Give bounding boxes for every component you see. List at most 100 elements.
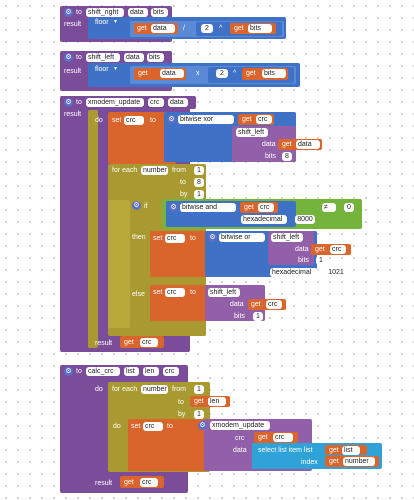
to-label: to	[167, 423, 173, 430]
param-bits[interactable]: bits	[151, 8, 168, 17]
for-each-label: for each	[112, 167, 138, 174]
number-from[interactable]: 1	[194, 166, 204, 175]
bitwise-or-dropdown[interactable]: bitwise or	[219, 233, 265, 242]
for-each-label: for each	[112, 386, 138, 393]
do-label: do	[95, 386, 103, 393]
number-two[interactable]: 2	[201, 24, 213, 33]
bits-arg-label: bits	[298, 257, 309, 264]
power-op[interactable]: ^	[233, 70, 237, 77]
procedure-name-field[interactable]: xmodem_update	[86, 98, 144, 107]
to-label: to	[180, 179, 186, 186]
param-bits[interactable]: bits	[147, 53, 164, 62]
gear-icon[interactable]: ⚙	[64, 367, 73, 376]
bitwise-and-dropdown[interactable]: bitwise and	[180, 203, 236, 212]
if-block[interactable]	[130, 198, 152, 330]
get-label: get	[124, 339, 134, 346]
floor-label: floor	[95, 19, 109, 26]
number-eight[interactable]: 8	[282, 152, 292, 161]
var-data[interactable]: data	[160, 69, 184, 78]
get-label: get	[124, 479, 134, 486]
crc-arg-label: crc	[235, 435, 245, 442]
gear-icon[interactable]: ⚙	[64, 53, 73, 62]
hexadecimal-label: hexadecimal	[241, 215, 287, 224]
param-len[interactable]: len	[143, 367, 159, 376]
number-one[interactable]: 1	[253, 312, 263, 321]
get-label: get	[251, 301, 261, 308]
divide-op[interactable]: /	[183, 25, 185, 32]
procedure-name-field[interactable]: shift_right	[86, 8, 124, 17]
get-label: get	[282, 141, 292, 148]
to-label: to	[76, 99, 82, 106]
chevron-down-icon[interactable]: ▼	[113, 66, 118, 72]
var-data[interactable]: data	[296, 140, 320, 149]
var-bits[interactable]: bits	[262, 69, 286, 78]
param-data[interactable]: data	[168, 98, 188, 107]
var-crc-dropdown[interactable]: crc	[124, 116, 144, 125]
shift-left-call[interactable]: shift_left	[208, 288, 240, 297]
bits-arg-label: bits	[234, 313, 245, 320]
var-number-dropdown[interactable]: number	[141, 385, 168, 394]
gear-icon[interactable]: ⚙	[64, 98, 73, 107]
var-number[interactable]: number	[343, 457, 375, 466]
result-label: result	[95, 340, 113, 347]
number-by[interactable]: 1	[194, 190, 204, 199]
var-bits[interactable]: bits	[248, 24, 272, 33]
var-crc[interactable]: crc	[330, 245, 346, 254]
gear-icon[interactable]: ⚙	[198, 421, 207, 430]
number-two[interactable]: 2	[216, 69, 228, 78]
gear-icon[interactable]: ⚙	[132, 201, 141, 210]
param-data[interactable]: data	[128, 8, 148, 17]
hex-value-1021[interactable]: 1021	[326, 268, 346, 277]
var-crc[interactable]: crc	[266, 300, 282, 309]
var-crc[interactable]: crc	[273, 433, 293, 442]
param-data[interactable]: data	[124, 53, 144, 62]
by-label: by	[178, 411, 186, 418]
bits-arg-label: bits	[265, 153, 276, 160]
chevron-down-icon[interactable]: ▼	[113, 19, 118, 25]
shift-left-call[interactable]: shift_left	[236, 128, 268, 137]
var-list[interactable]: list	[342, 446, 360, 455]
var-crc[interactable]: crc	[256, 115, 272, 124]
select-list-item-label: select list item list	[258, 447, 313, 454]
hexadecimal-label: hexadecimal	[270, 268, 318, 277]
xmodem-update-call[interactable]: xmodem_update	[210, 421, 270, 430]
number-by[interactable]: 1	[194, 410, 204, 419]
var-crc-dropdown[interactable]: crc	[165, 288, 185, 297]
shift-left-call[interactable]: shift_left	[271, 233, 303, 242]
var-number-dropdown[interactable]: number	[141, 166, 168, 175]
from-label: from	[172, 386, 186, 393]
param-crc[interactable]: crc	[163, 367, 179, 376]
number-one[interactable]: 1	[316, 256, 326, 265]
get-label: get	[329, 447, 339, 454]
set-crc-block[interactable]	[128, 419, 210, 471]
hex-value-8000[interactable]: 8000	[295, 215, 315, 224]
var-len[interactable]: len	[208, 397, 226, 406]
set-label: set	[131, 423, 141, 430]
compare-operator[interactable]: ≠	[322, 203, 336, 212]
var-crc-dropdown[interactable]: crc	[165, 234, 185, 243]
get-label: get	[137, 25, 147, 32]
do-block[interactable]	[88, 110, 98, 348]
var-data[interactable]: data	[151, 24, 175, 33]
number-to[interactable]: 8	[194, 178, 204, 187]
gear-icon[interactable]: ⚙	[208, 233, 217, 242]
number-zero[interactable]: 0	[344, 203, 354, 212]
gear-icon[interactable]: ⚙	[167, 115, 176, 124]
power-op[interactable]: ^	[219, 25, 223, 32]
set-label: set	[153, 235, 163, 242]
var-crc-dropdown[interactable]: crc	[143, 422, 163, 431]
set-label: set	[153, 289, 163, 296]
gear-icon[interactable]: ⚙	[169, 203, 178, 212]
param-list[interactable]: list	[124, 367, 139, 376]
var-crc[interactable]: crc	[140, 338, 158, 347]
var-crc[interactable]: crc	[140, 478, 158, 487]
procedure-name-field[interactable]: calc_crc	[86, 367, 120, 376]
param-crc[interactable]: crc	[148, 98, 164, 107]
bitwise-xor-dropdown[interactable]: bitwise xor	[178, 115, 234, 124]
procedure-name-field[interactable]: shift_left	[86, 53, 120, 62]
number-from[interactable]: 1	[194, 385, 204, 394]
multiply-op[interactable]: x	[196, 70, 200, 77]
by-label: by	[180, 191, 188, 198]
gear-icon[interactable]: ⚙	[64, 8, 73, 17]
var-crc[interactable]: crc	[258, 203, 274, 212]
